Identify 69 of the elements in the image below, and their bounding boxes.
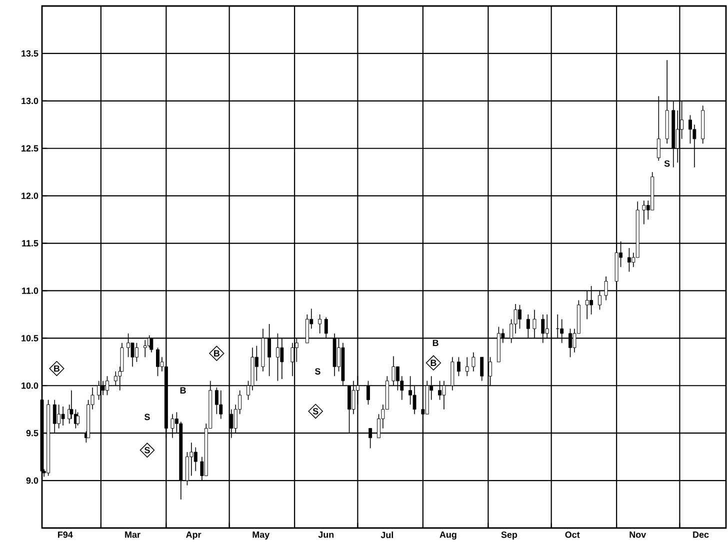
annotation: S [312,408,318,414]
x-tick-label: Mar [125,532,140,538]
candlestick [642,200,646,225]
y-tick-label: 12.0 [22,192,38,199]
candlestick [52,399,56,434]
y-tick-label: 9.0 [26,477,38,484]
x-tick-label: Oct [565,532,580,538]
candlestick [219,390,223,420]
y-tick-label: 13.0 [22,98,38,104]
candlestick [324,316,328,339]
candlestick [545,314,549,339]
candlestick [194,446,198,472]
candlestick [532,309,536,339]
x-tick-label: Sep [501,532,518,540]
annotation: S [144,414,150,420]
y-tick-label: 10.5 [22,335,38,342]
candlestick [585,290,589,320]
x-tick-label: Jul [380,532,394,538]
candlestick [268,324,272,377]
candlestick [280,338,284,380]
candlestick [143,340,147,358]
candlestick [604,276,608,301]
x-tick-label: Dec [693,532,709,538]
annotation: B [54,365,60,372]
y-tick-label: 13.5 [22,50,38,57]
y-tick-label: 12.5 [22,145,38,152]
x-tick-label: F94 [58,532,73,538]
candlestick [672,100,676,168]
candlestick [472,352,476,372]
candlestick [276,333,280,382]
annotation: S [144,446,150,454]
candlestick [442,380,446,410]
x-tick-label: Aug [440,532,456,540]
x-tick-label: May [252,532,270,540]
annotation: B [430,360,436,366]
y-tick-label: 11.0 [22,288,38,294]
candlestick [61,406,65,426]
candlestick [341,342,345,386]
candlestick [332,333,336,377]
candlestick [126,333,130,358]
candlestick [170,414,174,438]
candlestick [450,356,454,391]
y-tick-label: 10.0 [22,382,38,389]
candlestick [590,286,594,315]
x-tick-label: Jun [318,532,334,538]
candlestick [261,328,265,372]
candlestick [541,314,545,344]
y-tick-label: 9.5 [26,430,38,436]
candlestick [560,318,564,344]
annotation: B [432,340,438,346]
candlestick [290,342,294,377]
candlestick [392,356,396,386]
annotation: B [214,350,220,356]
candlestick [701,105,705,144]
candlestick [352,380,356,415]
annotation: B [180,387,186,394]
candlestick [614,242,618,286]
candlestick [627,248,631,272]
candlestick [465,356,469,377]
candlestick [356,376,360,406]
y-tick-label: 11.5 [22,240,38,246]
x-tick-label: Nov [630,532,646,538]
candlestick [665,60,669,144]
annotation: S [664,160,670,167]
x-tick-label: Apr [186,532,202,540]
candlestick [230,408,234,438]
annotation: S [314,368,320,375]
candlestick [412,385,416,415]
candlestick [408,376,412,406]
